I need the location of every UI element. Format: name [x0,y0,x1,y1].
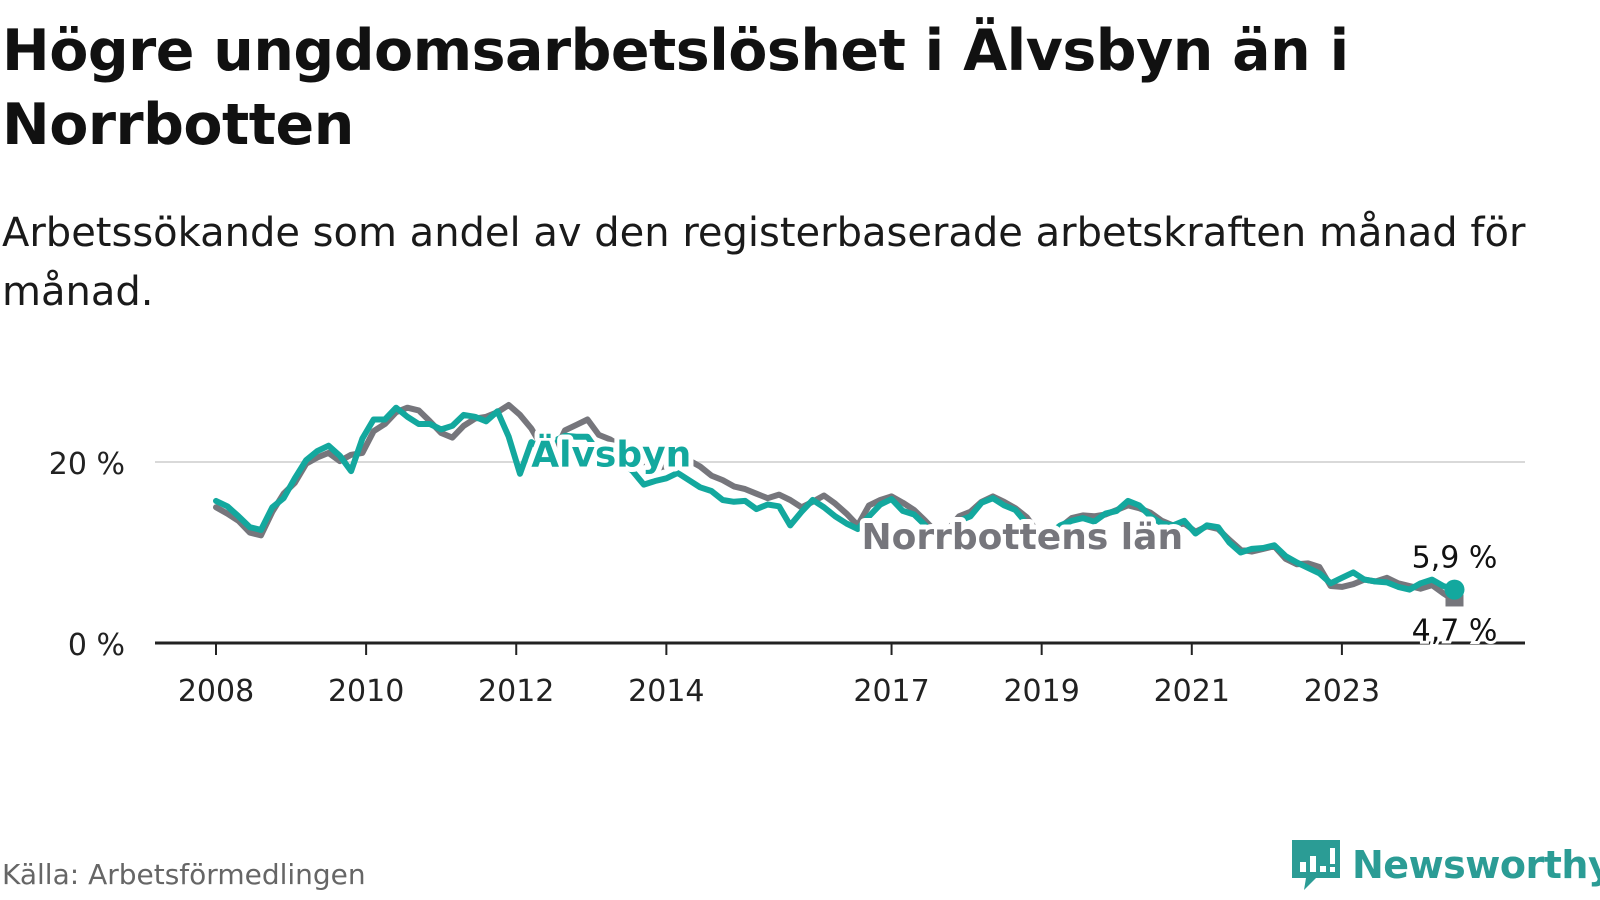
x-tick-label: 2014 [628,674,704,709]
x-tick-label: 2010 [328,674,404,709]
series-label-alvsbyn: Älvsbyn [531,434,691,476]
series-label-norrbotten: Norrbottens län [862,517,1184,558]
x-tick-label: 2008 [178,674,254,709]
y-tick-label: 20 % [49,447,125,482]
x-tick-label: 2019 [1003,674,1079,709]
x-tick-label: 2017 [853,674,929,709]
series-line-alvsbyn [213,404,1458,593]
x-tick-label: 2021 [1154,674,1230,709]
newsworthy-logo-icon [1292,840,1340,890]
end-label-alvsbyn: 5,9 % [1412,541,1498,576]
y-tick-label: 0 % [68,628,125,663]
brand-name: Newsworthy [1352,843,1600,887]
x-tick-label: 2023 [1304,674,1380,709]
series-line-norrbotten [213,402,1458,604]
end-point-alvsbyn [1444,579,1465,600]
chart-subtitle: Arbetssökande som andel av den registerb… [2,210,1526,315]
brand-logo[interactable]: Newsworthy [1290,838,1600,892]
end-label-norrbotten: 4,7 % [1412,613,1498,648]
source-note: Källa: Arbetsförmedlingen [2,858,366,891]
x-tick-label: 2012 [478,674,554,709]
chart-title: Högre ungdomsarbetslöshet i Älvsbyn än i… [2,18,1349,158]
